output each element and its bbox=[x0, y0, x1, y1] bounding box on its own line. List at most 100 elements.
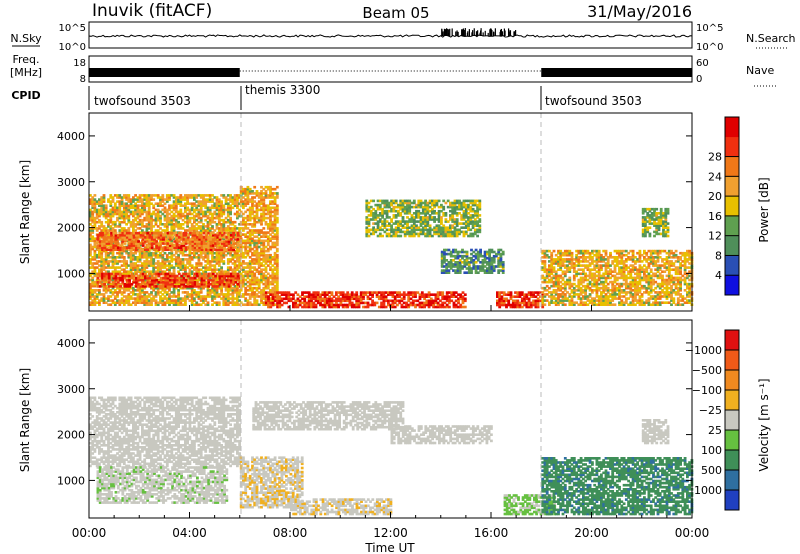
heatmap-cell bbox=[122, 291, 126, 294]
heatmap-cell bbox=[411, 295, 415, 298]
heatmap-cell bbox=[195, 303, 199, 306]
heatmap-cell bbox=[253, 218, 257, 222]
heatmap-cell bbox=[260, 264, 263, 267]
heatmap-cell bbox=[112, 276, 116, 280]
heatmap-cell bbox=[260, 200, 263, 203]
heatmap-cell bbox=[188, 220, 192, 224]
heatmap-cell bbox=[109, 260, 113, 263]
heatmap-cell bbox=[233, 231, 237, 234]
heatmap-cell bbox=[260, 262, 263, 265]
heatmap-cell bbox=[330, 299, 334, 303]
heatmap-cell bbox=[113, 289, 117, 292]
heatmap-cell bbox=[383, 212, 387, 215]
heatmap-cell bbox=[260, 280, 263, 284]
heatmap-cell bbox=[202, 236, 206, 239]
heatmap-cell bbox=[145, 282, 149, 286]
heatmap-cell bbox=[200, 281, 204, 284]
heatmap-cell bbox=[127, 289, 131, 292]
heatmap-cell bbox=[264, 220, 268, 224]
heatmap-cell bbox=[365, 205, 369, 209]
heatmap-cell bbox=[269, 227, 272, 230]
heatmap-cell bbox=[136, 227, 140, 230]
heatmap-cell bbox=[161, 256, 165, 259]
heatmap-cell bbox=[273, 253, 277, 257]
heatmap-cell bbox=[132, 293, 135, 296]
heatmap-cell bbox=[236, 239, 239, 243]
heatmap-cell bbox=[376, 216, 380, 219]
heatmap-cell bbox=[260, 231, 263, 234]
heatmap-cell bbox=[130, 283, 134, 286]
heatmap-cell bbox=[200, 244, 204, 247]
heatmap-cell bbox=[136, 289, 140, 292]
heatmap-cell bbox=[172, 194, 176, 197]
heatmap-cell bbox=[262, 245, 266, 249]
heatmap-cell bbox=[111, 227, 115, 230]
heatmap-cell bbox=[275, 249, 279, 253]
heatmap-cell bbox=[172, 272, 176, 276]
heatmap-cell bbox=[391, 303, 395, 307]
heatmap-cell bbox=[107, 270, 110, 273]
heatmap-cell bbox=[113, 291, 117, 294]
heatmap-cell bbox=[266, 187, 270, 191]
heatmap-cell bbox=[127, 293, 131, 296]
heatmap-cell bbox=[147, 206, 151, 210]
heatmap-cell bbox=[130, 236, 134, 239]
heatmap-cell bbox=[177, 210, 180, 214]
heatmap-cell bbox=[182, 272, 186, 276]
heatmap-cell bbox=[107, 236, 111, 239]
heatmap-cell bbox=[346, 295, 350, 298]
heatmap-cell bbox=[269, 192, 272, 195]
heatmap-cell bbox=[442, 228, 446, 232]
heatmap-cell bbox=[355, 295, 359, 298]
heatmap-cell bbox=[143, 206, 147, 210]
heatmap-cell bbox=[179, 223, 183, 226]
heatmap-cell bbox=[401, 224, 405, 227]
heatmap-cell bbox=[390, 209, 393, 213]
heatmap-cell bbox=[163, 297, 167, 300]
heatmap-cell bbox=[204, 272, 208, 276]
heatmap-cell bbox=[446, 199, 450, 203]
heatmap-cell bbox=[266, 249, 270, 253]
heatmap-cell bbox=[367, 230, 371, 234]
heatmap-cell bbox=[278, 305, 282, 309]
heatmap-cell bbox=[120, 216, 124, 220]
heatmap-cell bbox=[242, 241, 245, 245]
heatmap-cell bbox=[145, 210, 149, 214]
heatmap-cell bbox=[215, 225, 219, 228]
heatmap-cell bbox=[429, 303, 433, 307]
heatmap-cell bbox=[220, 237, 223, 240]
heatmap-cell bbox=[262, 214, 266, 218]
heatmap-cell bbox=[161, 264, 165, 267]
heatmap-cell bbox=[217, 229, 221, 232]
heatmap-cell bbox=[145, 218, 149, 222]
heatmap-cell bbox=[143, 249, 147, 253]
heatmap-cell bbox=[93, 216, 97, 220]
heatmap-cell bbox=[437, 228, 441, 232]
heatmap-cell bbox=[248, 266, 252, 269]
heatmap-cell bbox=[172, 227, 176, 230]
heatmap-cell bbox=[244, 247, 248, 251]
heatmap-cell bbox=[215, 301, 219, 304]
heatmap-cell bbox=[107, 281, 111, 284]
heatmap-cell bbox=[98, 268, 101, 271]
heatmap-cell bbox=[116, 256, 119, 259]
heatmap-cell bbox=[104, 208, 108, 212]
heatmap-cell bbox=[120, 264, 124, 267]
heatmap-cell bbox=[114, 272, 118, 276]
heatmap-cell bbox=[159, 239, 162, 243]
heatmap-cell bbox=[114, 236, 118, 239]
heatmap-cell bbox=[129, 225, 133, 228]
heatmap-cell bbox=[450, 295, 454, 298]
freq-band-2 bbox=[541, 68, 692, 77]
heatmap-cell bbox=[163, 270, 167, 273]
heatmap-cell bbox=[144, 236, 147, 239]
heatmap-cell bbox=[116, 210, 119, 214]
heatmap-cell bbox=[171, 244, 174, 247]
heatmap-cell bbox=[200, 283, 204, 286]
heatmap-cell bbox=[292, 305, 295, 309]
heatmap-cell bbox=[255, 249, 259, 253]
heatmap-cell bbox=[146, 236, 150, 239]
heatmap-cell bbox=[119, 244, 122, 247]
heatmap-cell bbox=[275, 196, 279, 199]
heatmap-cell bbox=[377, 295, 381, 298]
